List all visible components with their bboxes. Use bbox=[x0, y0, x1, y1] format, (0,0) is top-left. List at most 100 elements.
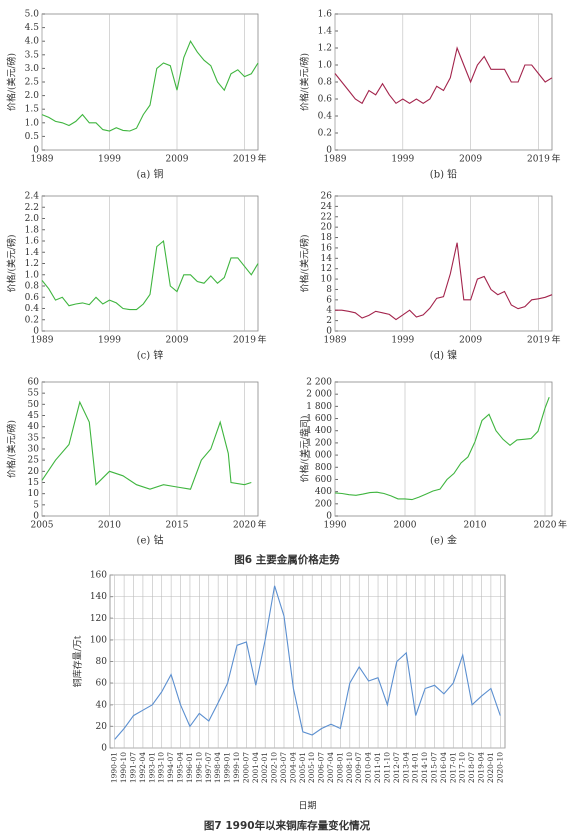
y-tick-label: 5 bbox=[33, 500, 39, 510]
y-tick-label: 0 bbox=[33, 512, 39, 522]
x-tick-label: 2014-01 bbox=[411, 752, 420, 783]
y-tick-label: 20 bbox=[96, 722, 108, 732]
x-tick-label: 2019 bbox=[527, 336, 550, 346]
x-tick-label: 2015-07 bbox=[429, 752, 438, 783]
y-axis-label: 价格/(美元/磅) bbox=[299, 234, 311, 292]
line-series bbox=[114, 585, 501, 740]
y-tick-label: 0.6 bbox=[25, 293, 40, 303]
y-tick-label: 35 bbox=[28, 433, 40, 443]
x-tick-label: 2000-07 bbox=[241, 752, 250, 783]
x-tick-label: 2019-04 bbox=[476, 752, 485, 783]
chart-caption: (c) 锌 bbox=[137, 349, 164, 362]
line-series bbox=[334, 397, 550, 501]
x-tick-label: 2003-07 bbox=[279, 752, 288, 783]
x-tick-label: 1999 bbox=[391, 336, 414, 346]
y-tick-label: 0.6 bbox=[318, 95, 333, 105]
line-series bbox=[41, 39, 259, 132]
x-tick-label: 1998-04 bbox=[213, 752, 222, 783]
x-tick-label: 1991-07 bbox=[129, 752, 138, 783]
y-tick-label: 60 bbox=[96, 679, 108, 689]
y-tick-label: 6 bbox=[326, 295, 332, 305]
x-tick-label: 2013-04 bbox=[401, 752, 410, 783]
x-tick-label: 2018-07 bbox=[467, 752, 476, 783]
line-series bbox=[335, 242, 553, 321]
y-tick-label: 0 bbox=[33, 327, 39, 337]
chart-caption: (b) 铅 bbox=[430, 168, 457, 181]
x-tick-label: 2011-01 bbox=[373, 752, 382, 783]
x-tick-label: 2001-04 bbox=[251, 752, 260, 783]
x-axis-label: 日期 bbox=[298, 801, 316, 812]
y-tick-label: 120 bbox=[90, 614, 107, 624]
y-tick-label: 80 bbox=[96, 657, 108, 667]
chart-caption: (e) 金 bbox=[430, 534, 457, 547]
y-tick-label: 0.8 bbox=[25, 282, 40, 292]
line-series bbox=[41, 400, 252, 490]
x-unit: 年 bbox=[551, 334, 560, 346]
y-tick-label: 1.6 bbox=[318, 10, 333, 20]
y-tick-label: 18 bbox=[321, 233, 333, 243]
x-unit: 年 bbox=[551, 153, 560, 165]
y-tick-label: 0.4 bbox=[25, 304, 40, 314]
y-tick-label: 140 bbox=[90, 592, 107, 602]
x-tick-label: 2020-10 bbox=[495, 752, 504, 783]
y-tick-label: 25 bbox=[28, 456, 40, 466]
x-tick-label: 2010 bbox=[464, 521, 487, 531]
y-tick-label: 2.0 bbox=[25, 91, 40, 101]
y-tick-label: 600 bbox=[315, 475, 332, 485]
y-tick-label: 1.4 bbox=[25, 248, 40, 258]
y-tick-label: 0.4 bbox=[318, 112, 333, 122]
figure-caption: 图6 主要金属价格走势 bbox=[234, 553, 340, 566]
x-tick-label: 1995-04 bbox=[176, 752, 185, 783]
x-tick-label: 2009-07 bbox=[354, 752, 363, 783]
y-tick-label: 1.0 bbox=[25, 118, 40, 128]
y-tick-label: 40 bbox=[96, 700, 108, 710]
x-tick-label: 1993-10 bbox=[157, 752, 166, 783]
x-tick-label: 1989 bbox=[324, 336, 347, 346]
x-tick-label: 1990-10 bbox=[119, 752, 128, 783]
y-tick-label: 0 bbox=[326, 146, 332, 156]
plot-area bbox=[334, 13, 553, 151]
y-tick-label: 4.0 bbox=[25, 37, 40, 47]
x-tick-label: 2005 bbox=[31, 521, 54, 531]
y-tick-label: 3.0 bbox=[25, 64, 40, 74]
y-tick-label: 1 600 bbox=[306, 414, 332, 424]
plot-area bbox=[334, 381, 553, 517]
y-tick-label: 4 bbox=[326, 306, 332, 316]
x-tick-label: 2008-01 bbox=[335, 752, 344, 783]
y-tick-label: 1.0 bbox=[25, 270, 40, 280]
x-tick-label: 1989 bbox=[31, 155, 54, 165]
y-tick-label: 160 bbox=[90, 571, 107, 581]
x-tick-label: 2020 bbox=[233, 521, 256, 531]
y-tick-label: 50 bbox=[28, 400, 40, 410]
x-unit: 年 bbox=[258, 519, 267, 531]
y-tick-label: 24 bbox=[321, 202, 333, 212]
x-tick-label: 2009 bbox=[166, 336, 189, 346]
x-tick-label: 2005-01 bbox=[298, 752, 307, 783]
x-tick-label: 2012-07 bbox=[392, 752, 401, 783]
y-tick-label: 0 bbox=[101, 744, 107, 754]
x-tick-label: 2007-04 bbox=[326, 752, 335, 783]
y-tick-label: 1.5 bbox=[25, 105, 40, 115]
y-tick-label: 1 800 bbox=[306, 402, 332, 412]
x-tick-label: 1989 bbox=[324, 155, 347, 165]
y-tick-label: 1.8 bbox=[25, 225, 40, 235]
chart-caption: (d) 镍 bbox=[430, 349, 457, 362]
x-tick-label: 2005-10 bbox=[307, 752, 316, 783]
y-tick-label: 10 bbox=[321, 275, 333, 285]
chart-caption: (a) 铜 bbox=[137, 169, 164, 181]
y-tick-label: 14 bbox=[321, 254, 333, 264]
plot-area bbox=[334, 195, 553, 332]
x-tick-label: 2004-04 bbox=[288, 752, 297, 783]
y-tick-label: 2.4 bbox=[25, 192, 40, 202]
y-axis-label: 价格/(美元/磅) bbox=[6, 420, 18, 478]
y-axis-label: 铜库存量/万t bbox=[72, 635, 84, 687]
x-tick-label: 2011-10 bbox=[382, 752, 391, 783]
x-tick-label: 1990 bbox=[324, 521, 347, 531]
x-tick-label: 2019 bbox=[233, 155, 256, 165]
y-axis-label: 价格/(美元/磅) bbox=[299, 53, 311, 111]
y-tick-label: 3.5 bbox=[25, 50, 40, 60]
plot-area bbox=[41, 195, 259, 332]
y-tick-label: 200 bbox=[315, 499, 332, 509]
x-tick-label: 2006-07 bbox=[317, 752, 326, 783]
